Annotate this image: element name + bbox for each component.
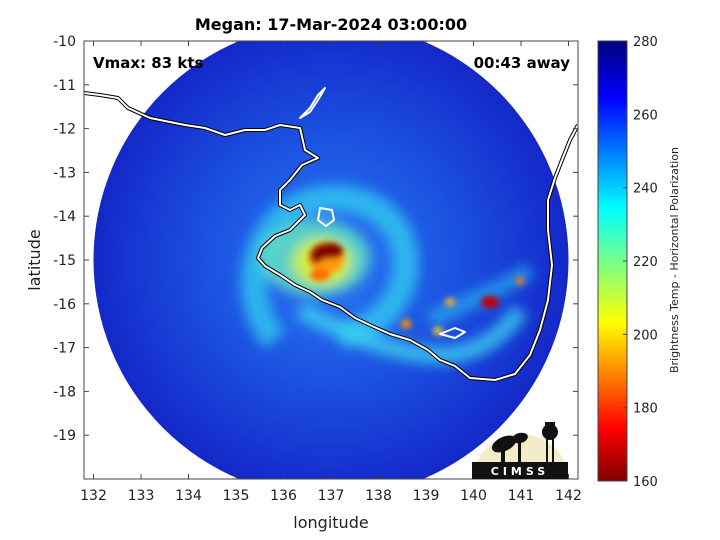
southern-inner-band <box>310 269 330 281</box>
logo-band <box>472 462 568 479</box>
cell-south-2 <box>445 298 455 306</box>
time-offset-annotation: 00:43 away <box>474 54 571 72</box>
y-tick-label: -18 <box>53 384 76 400</box>
x-tick-label: 142 <box>555 488 582 504</box>
logo-dish-icon <box>491 432 528 463</box>
colorbar-tick-label: 180 <box>633 402 658 417</box>
colorbar-tick-label: 200 <box>633 328 658 343</box>
cell-east-2 <box>516 277 524 285</box>
cimss-logo: CIMSS <box>472 422 568 479</box>
y-tick-label: -19 <box>53 428 76 444</box>
cell-southeast <box>401 319 411 329</box>
y-tick-label: -13 <box>53 165 76 181</box>
island-north <box>299 87 326 119</box>
x-tick-label: 135 <box>223 488 250 504</box>
y-tick-label: -12 <box>53 122 76 138</box>
cell-east-1 <box>481 296 499 308</box>
island-mornington <box>439 327 466 339</box>
y-axis-ticks: -10 -11 -12 -13 -14 -15 -16 -17 -18 -19 <box>53 34 578 444</box>
x-tick-label: 137 <box>318 488 345 504</box>
eastern-band-cyan <box>426 263 535 328</box>
x-tick-label: 140 <box>460 488 487 504</box>
island-groote <box>317 207 335 227</box>
x-axis-label: longitude <box>293 513 368 532</box>
x-tick-label: 134 <box>175 488 202 504</box>
colorbar-tick-label: 260 <box>633 108 658 123</box>
x-tick-label: 141 <box>508 488 535 504</box>
x-tick-label: 136 <box>270 488 297 504</box>
y-tick-label: -17 <box>53 341 76 357</box>
colorbar-ticks: 160 180 200 220 240 260 280 <box>623 35 658 490</box>
x-tick-label: 132 <box>80 488 107 504</box>
eyewall-core <box>310 242 344 264</box>
y-tick-label: -16 <box>53 297 76 313</box>
colorbar-tick-label: 220 <box>633 255 658 270</box>
y-axis-label: latitude <box>25 229 44 290</box>
logo-tower-icon <box>542 422 558 464</box>
x-axis-ticks: 132 133 134 135 136 137 138 139 140 141 142 <box>80 41 582 504</box>
y-tick-label: -11 <box>53 78 76 94</box>
colorbar-label: Brightness Temp - Horizontal Polarizatio… <box>668 147 681 373</box>
colorbar: 160 180 200 220 240 260 280 Brightness Temp - … <box>597 35 681 490</box>
x-tick-label: 139 <box>413 488 440 504</box>
x-tick-label: 133 <box>128 488 155 504</box>
southern-band-cyan <box>295 301 528 365</box>
logo-text: CIMSS <box>491 465 549 478</box>
colorbar-tick-label: 240 <box>633 182 658 197</box>
y-tick-label: -15 <box>53 253 76 269</box>
chart-title: Megan: 17-Mar-2024 03:00:00 <box>195 15 467 34</box>
colorbar-gradient <box>597 40 628 482</box>
colorbar-tick-label: 280 <box>633 35 658 50</box>
coastline <box>84 87 578 382</box>
colorbar-tick-label: 160 <box>633 475 658 490</box>
outer-band-cyan <box>241 185 419 349</box>
plot-area: 132 133 134 135 136 137 138 139 140 141 142 -10 -11… <box>25 34 582 532</box>
coastline-line <box>84 92 578 381</box>
y-tick-label: -10 <box>53 34 76 50</box>
y-tick-label: -14 <box>53 209 76 225</box>
x-tick-label: 138 <box>365 488 392 504</box>
vmax-annotation: Vmax: 83 kts <box>93 54 203 72</box>
